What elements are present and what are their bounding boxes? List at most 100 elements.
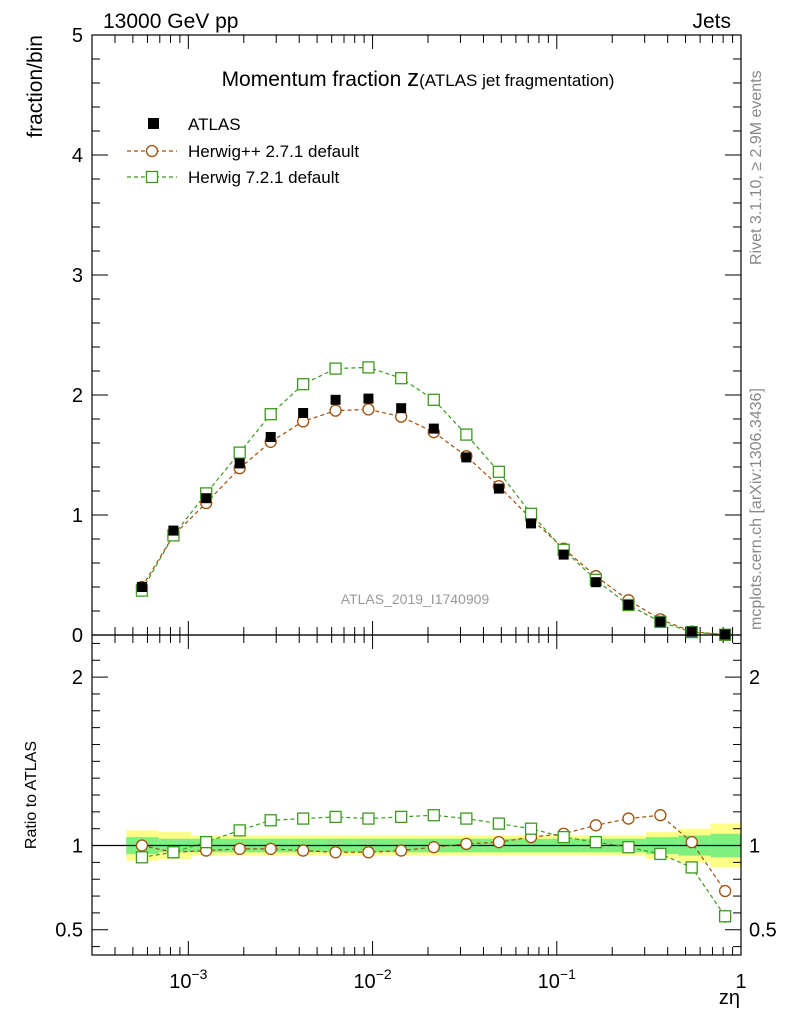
ratio-herwig7-point xyxy=(167,846,180,859)
atlas-point xyxy=(396,403,407,414)
ratio-y-axis-label: Ratio to ATLAS xyxy=(23,741,40,849)
ratio-herwigpp-point xyxy=(427,841,440,854)
ratio-herwigpp-point xyxy=(395,844,408,857)
ratio-tick-label-left: 2 xyxy=(72,667,83,689)
ratio-herwig7-point xyxy=(362,812,375,825)
atlas-point xyxy=(655,616,666,627)
analysis-watermark: ATLAS_2019_I1740909 xyxy=(341,591,490,607)
ratio-herwigpp-point xyxy=(264,842,277,856)
ratio-herwigpp-point xyxy=(589,819,603,832)
ratio-herwig7-point xyxy=(718,910,732,923)
ratio-herwig7-point xyxy=(296,812,310,825)
x-tick-label: 10−1 xyxy=(538,966,576,993)
atlas-point xyxy=(623,600,634,610)
legend-herwigpp-label: Herwig++ 2.7.1 default xyxy=(188,142,359,161)
atlas-point xyxy=(428,423,439,434)
atlas-point xyxy=(168,525,179,536)
legend-herwig7-label: Herwig 7.2.1 default xyxy=(188,168,339,187)
ratio-tick-label-right: 2 xyxy=(749,667,760,689)
atlas-point xyxy=(330,394,341,405)
legend-atlas-label: ATLAS xyxy=(188,115,241,134)
atlas-point xyxy=(461,452,472,463)
ratio-herwigpp-point xyxy=(135,839,149,852)
atlas-point xyxy=(493,483,504,494)
herwig7-point xyxy=(264,408,277,421)
ratio-herwigpp-point xyxy=(622,812,635,825)
ratio-herwigpp-point xyxy=(718,884,732,898)
y-tick-label: 3 xyxy=(72,265,83,287)
ratio-herwig7-point xyxy=(654,847,667,861)
legend-atlas-marker xyxy=(148,118,159,129)
ratio-herwigpp-point xyxy=(362,846,375,859)
ratio-herwig7-point xyxy=(557,830,570,844)
atlas-point xyxy=(558,549,569,560)
ratio-herwig7-point xyxy=(329,810,342,824)
atlas-point xyxy=(201,493,212,504)
herwig7-point xyxy=(460,428,473,441)
ratio-herwig7-point xyxy=(622,841,635,854)
ratio-herwigpp-point xyxy=(296,844,310,857)
plot-title-sub: (ATLAS jet fragmentation) xyxy=(419,71,614,90)
ratio-herwigpp-point xyxy=(492,836,506,849)
ratio-herwig7-point xyxy=(200,836,213,849)
ratio-tick-label-right: 1 xyxy=(749,836,760,858)
atlas-point xyxy=(234,458,245,469)
herwig7-point xyxy=(296,378,310,391)
herwig7-point xyxy=(362,361,375,374)
ratio-herwigpp-point xyxy=(685,836,698,849)
atlas-point xyxy=(590,577,601,588)
ratio-tick-label-left: 0.5 xyxy=(55,920,83,942)
plot-title-symbol: z xyxy=(407,65,419,92)
ratio-herwig7-point xyxy=(524,822,538,835)
ratio-herwig7-point xyxy=(233,824,246,837)
ratio-herwigpp-point xyxy=(654,809,667,822)
energy-label: 13000 GeV pp xyxy=(103,10,238,33)
mcplots-label: mcplots.cern.ch [arXiv:1306.3436] xyxy=(748,388,765,630)
y-tick-label: 1 xyxy=(72,505,83,527)
herwig7-point xyxy=(492,465,506,478)
ratio-herwig7-point xyxy=(427,809,440,822)
ratio-herwig7-point xyxy=(685,861,698,874)
legend-herwig7-marker xyxy=(145,170,159,184)
atlas-point xyxy=(298,408,309,418)
herwig7-point xyxy=(233,446,246,459)
ratio-herwigpp-point xyxy=(460,837,473,850)
herwig7-point xyxy=(395,372,408,385)
x-tick-label: 10−3 xyxy=(169,966,207,993)
herwigpp-point xyxy=(329,404,342,417)
herwigpp-point xyxy=(362,403,375,416)
y-tick-label: 4 xyxy=(72,145,83,167)
ratio-herwig7-line xyxy=(141,814,726,917)
y-axis-label: fraction/bin xyxy=(24,35,47,138)
ratio-herwig7-point xyxy=(492,817,506,830)
ratio-herwigpp-point xyxy=(233,842,246,856)
rivet-label: Rivet 3.1.10, ≥ 2.9M events xyxy=(748,70,765,265)
y-tick-label: 2 xyxy=(72,385,83,407)
plot-title: Momentum fraction z(ATLAS jet fragmentat… xyxy=(222,65,615,92)
atlas-point xyxy=(265,432,276,442)
x-axis-label: zη xyxy=(719,987,740,1009)
ratio-tick-label-left: 1 xyxy=(72,836,83,858)
plot-title-main: Momentum fraction xyxy=(222,68,408,91)
legend-herwigpp-marker xyxy=(145,144,159,158)
atlas-point xyxy=(136,582,147,592)
herwig7-point xyxy=(427,393,440,406)
atlas-point xyxy=(363,393,374,404)
y-tick-label: 5 xyxy=(72,25,83,47)
x-tick-label: 1 xyxy=(735,971,746,993)
atlas-point xyxy=(526,518,537,529)
atlas-point xyxy=(686,626,697,637)
ratio-herwigpp-point xyxy=(329,846,342,859)
ratio-herwig7-point xyxy=(460,812,473,825)
ratio-tick-label-right: 0.5 xyxy=(749,920,777,942)
ratio-plot-frame xyxy=(91,634,742,956)
x-tick-label: 10−2 xyxy=(353,966,391,993)
category-label: Jets xyxy=(692,10,731,33)
ratio-herwig7-point xyxy=(589,836,603,849)
ratio-herwig7-point xyxy=(395,810,408,824)
y-tick-label: 0 xyxy=(72,625,83,647)
legend: ATLAS Herwig++ 2.7.1 default Herwig 7.2.… xyxy=(127,115,359,187)
herwig7-point xyxy=(329,362,342,375)
data-series xyxy=(135,361,732,923)
